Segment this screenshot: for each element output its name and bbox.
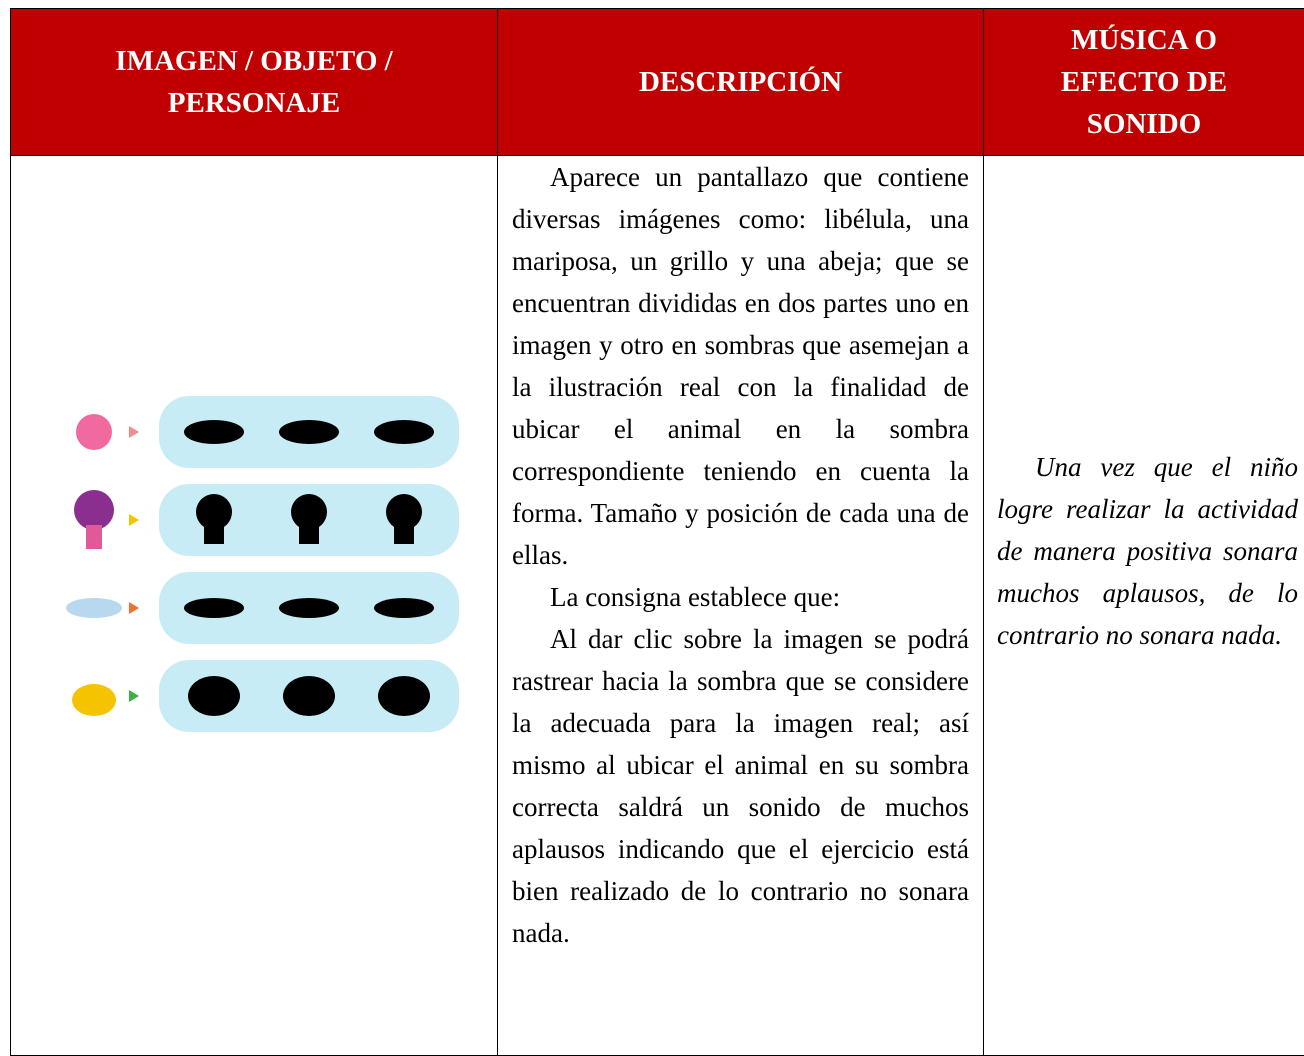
music-cell: Una vez que el niño logre realizar la ac… — [984, 156, 1304, 1056]
header-cell: IMAGEN / OBJETO / PERSONAJE — [11, 9, 498, 156]
row-4 — [72, 660, 459, 732]
row-1 — [76, 396, 459, 468]
paragraph: La consigna establece que: — [512, 576, 969, 618]
description-cell: Aparece un pantallazo que contiene diver… — [498, 156, 984, 1056]
paragraph: Una vez que el niño logre realizar la ac… — [997, 446, 1298, 656]
header-row: IMAGEN / OBJETO / PERSONAJE DESCRIPCIÓN … — [11, 9, 1304, 156]
row-3 — [66, 572, 459, 644]
header-cell: DESCRIPCIÓN — [498, 9, 984, 156]
body-row: Aparece un pantallazo que contiene diver… — [11, 156, 1304, 1056]
paragraph: Al dar clic sobre la imagen se podrá ras… — [512, 618, 969, 954]
table: IMAGEN / OBJETO / PERSONAJE DESCRIPCIÓN … — [10, 8, 1304, 1056]
paragraph: Aparece un pantallazo que contiene diver… — [512, 156, 969, 576]
header-cell: MÚSICA O EFECTO DE SONIDO — [984, 9, 1304, 156]
image-cell — [11, 156, 498, 1056]
illustration — [44, 390, 464, 750]
row-2 — [74, 484, 459, 556]
